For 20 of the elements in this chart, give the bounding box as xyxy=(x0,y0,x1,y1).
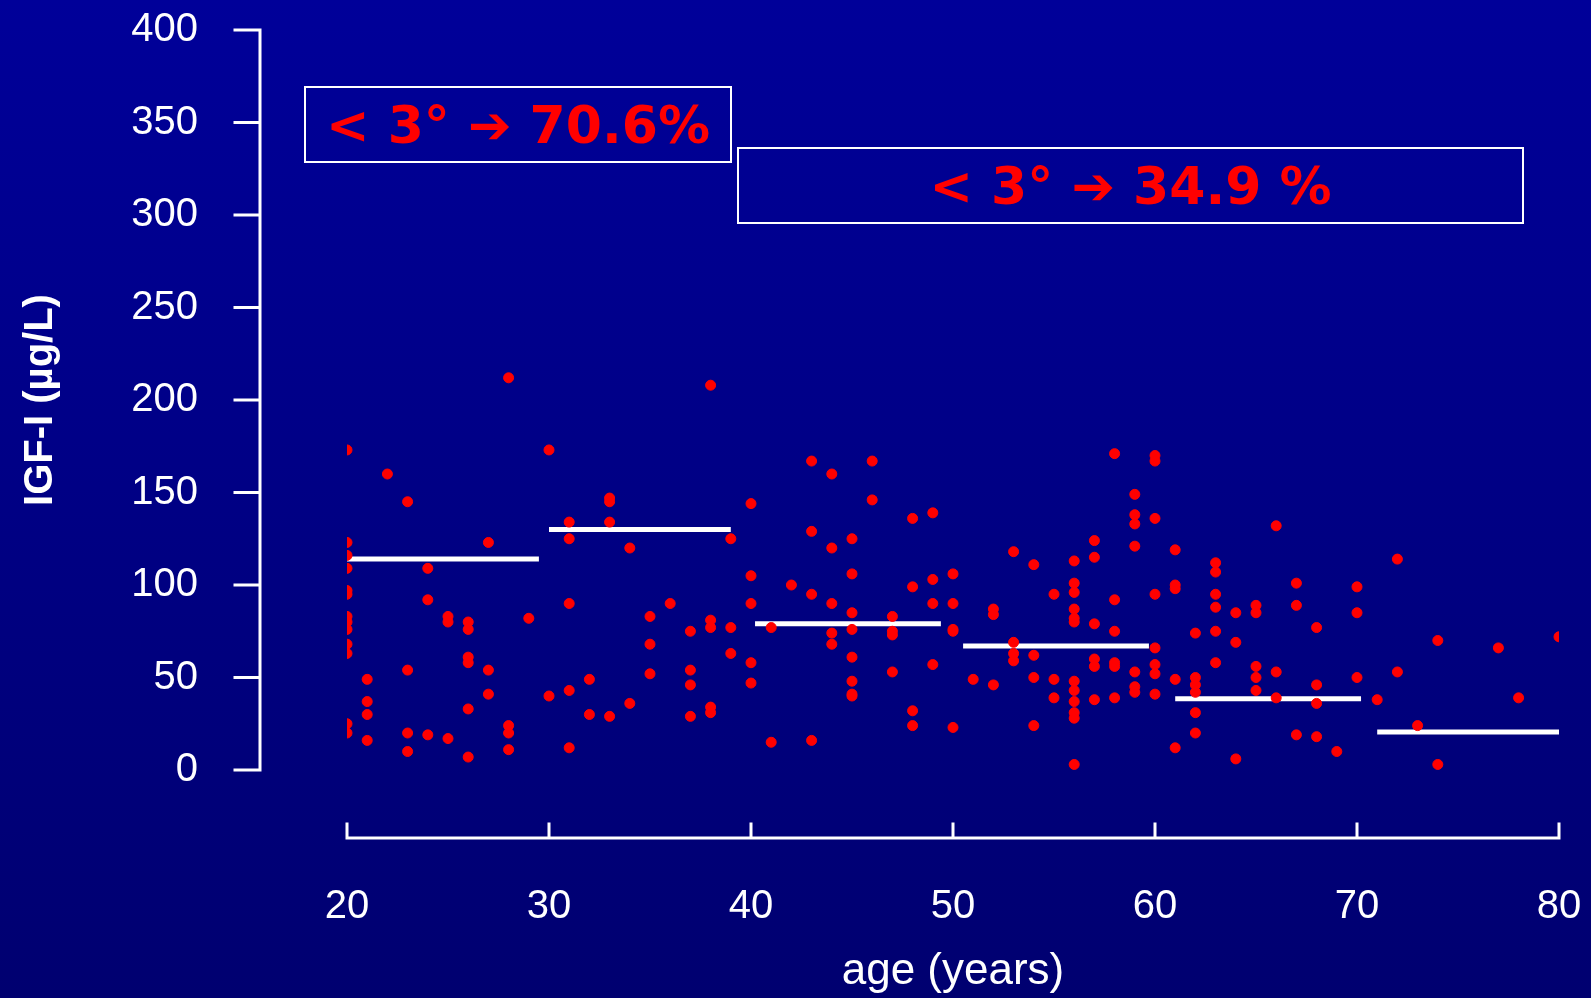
y-tick-label: 200 xyxy=(131,375,198,420)
x-tick-label: 60 xyxy=(1132,882,1178,927)
x-tick-label: 80 xyxy=(1536,882,1582,927)
y-tick-label: 50 xyxy=(153,652,198,697)
y-tick-label: 150 xyxy=(131,467,198,512)
x-tick-label: 50 xyxy=(930,882,976,927)
x-axis-title: age (years) xyxy=(841,943,1065,993)
y-tick-label: 250 xyxy=(131,282,198,327)
y-tick-label: 300 xyxy=(131,190,198,235)
y-tick-label: 100 xyxy=(131,560,198,605)
annotation: < 3° ➔ 70.6% xyxy=(304,86,732,163)
x-tick-label: 40 xyxy=(728,882,774,927)
y-axis-title: IGF-I (µg/L) xyxy=(16,294,61,506)
annotation: < 3° ➔ 34.9 % xyxy=(737,147,1524,224)
y-tick-label: 400 xyxy=(131,5,198,50)
x-tick-label: 20 xyxy=(324,882,370,927)
y-tick-label: 350 xyxy=(131,97,198,142)
y-tick-label: 0 xyxy=(175,745,198,790)
x-tick-label: 30 xyxy=(526,882,572,927)
x-tick-label: 70 xyxy=(1334,882,1380,927)
